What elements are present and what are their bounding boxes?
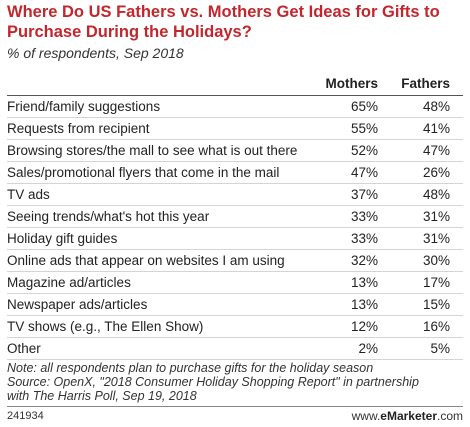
column-header-fathers: Fathers xyxy=(401,76,450,91)
fathers-value: 31% xyxy=(422,231,450,246)
mothers-value: 13% xyxy=(350,297,378,312)
brand-suffix: .com xyxy=(436,409,463,423)
fathers-value: 31% xyxy=(422,209,450,224)
mothers-value: 33% xyxy=(350,209,378,224)
fathers-value: 48% xyxy=(422,99,450,114)
row-label: Newspaper ads/articles xyxy=(7,297,148,312)
mothers-value: 13% xyxy=(350,275,378,290)
row-label: Other xyxy=(7,341,41,356)
row-label: Requests from recipient xyxy=(7,121,150,136)
column-header-mothers: Mothers xyxy=(325,76,378,91)
mothers-value: 55% xyxy=(350,121,378,136)
fathers-value: 5% xyxy=(430,341,450,356)
chart-title: Where Do US Fathers vs. Mothers Get Idea… xyxy=(7,3,440,41)
table-row: Seeing trends/what's hot this year 33% 31% xyxy=(7,206,463,228)
chart-subtitle: % of respondents, Sep 2018 xyxy=(7,45,184,61)
fathers-value: 47% xyxy=(422,143,450,158)
fathers-value: 41% xyxy=(422,121,450,136)
table-row: Browsing stores/the mall to see what is … xyxy=(7,140,463,162)
table-row: Other 2% 5% xyxy=(7,338,463,360)
mothers-value: 65% xyxy=(350,99,378,114)
source-line: Source: OpenX, "2018 Consumer Holiday Sh… xyxy=(7,375,419,389)
note-line: Note: all respondents plan to purchase g… xyxy=(7,361,374,375)
table-row: TV shows (e.g., The Ellen Show) 12% 16% xyxy=(7,316,463,338)
brand-name: eMarketer xyxy=(380,409,437,423)
fathers-value: 26% xyxy=(422,165,450,180)
mothers-value: 52% xyxy=(350,143,378,158)
row-label: Magazine ad/articles xyxy=(7,275,131,290)
row-label: Sales/promotional flyers that come in th… xyxy=(7,165,280,180)
mothers-value: 47% xyxy=(350,165,378,180)
brand-prefix: www. xyxy=(351,409,381,423)
row-label: TV shows (e.g., The Ellen Show) xyxy=(7,319,204,334)
chart-id: 241934 xyxy=(7,410,44,422)
fathers-value: 48% xyxy=(422,187,450,202)
table-row: Newspaper ads/articles 13% 15% xyxy=(7,294,463,316)
table-row: Holiday gift guides 33% 31% xyxy=(7,228,463,250)
table-row: Magazine ad/articles 13% 17% xyxy=(7,272,463,294)
mothers-value: 32% xyxy=(350,253,378,268)
row-label: Seeing trends/what's hot this year xyxy=(7,209,210,224)
row-label: Online ads that appear on websites I am … xyxy=(7,253,285,268)
fathers-value: 17% xyxy=(422,275,450,290)
header-divider xyxy=(7,95,463,96)
fathers-value: 15% xyxy=(422,297,450,312)
source-note: Note: all respondents plan to purchase g… xyxy=(7,361,463,403)
fathers-value: 30% xyxy=(422,253,450,268)
row-label: Holiday gift guides xyxy=(7,231,118,246)
mothers-value: 12% xyxy=(350,319,378,334)
mothers-value: 2% xyxy=(358,341,378,356)
row-label: TV ads xyxy=(7,187,50,202)
source-line-continued: with The Harris Poll, Sep 19, 2018 xyxy=(7,389,197,403)
row-label: Browsing stores/the mall to see what is … xyxy=(7,143,298,158)
table-row: Sales/promotional flyers that come in th… xyxy=(7,162,463,184)
data-table: Friend/family suggestions 65% 48% Requests … xyxy=(7,96,463,360)
mothers-value: 37% xyxy=(350,187,378,202)
fathers-value: 16% xyxy=(422,319,450,334)
table-row: Online ads that appear on websites I am … xyxy=(7,250,463,272)
table-row: Requests from recipient 55% 41% xyxy=(7,118,463,140)
table-row: TV ads 37% 48% xyxy=(7,184,463,206)
brand-logo: www.eMarketer.com xyxy=(352,409,463,423)
mothers-value: 33% xyxy=(350,231,378,246)
row-label: Friend/family suggestions xyxy=(7,99,161,114)
table-row: Friend/family suggestions 65% 48% xyxy=(7,96,463,118)
footer-divider xyxy=(7,406,463,407)
